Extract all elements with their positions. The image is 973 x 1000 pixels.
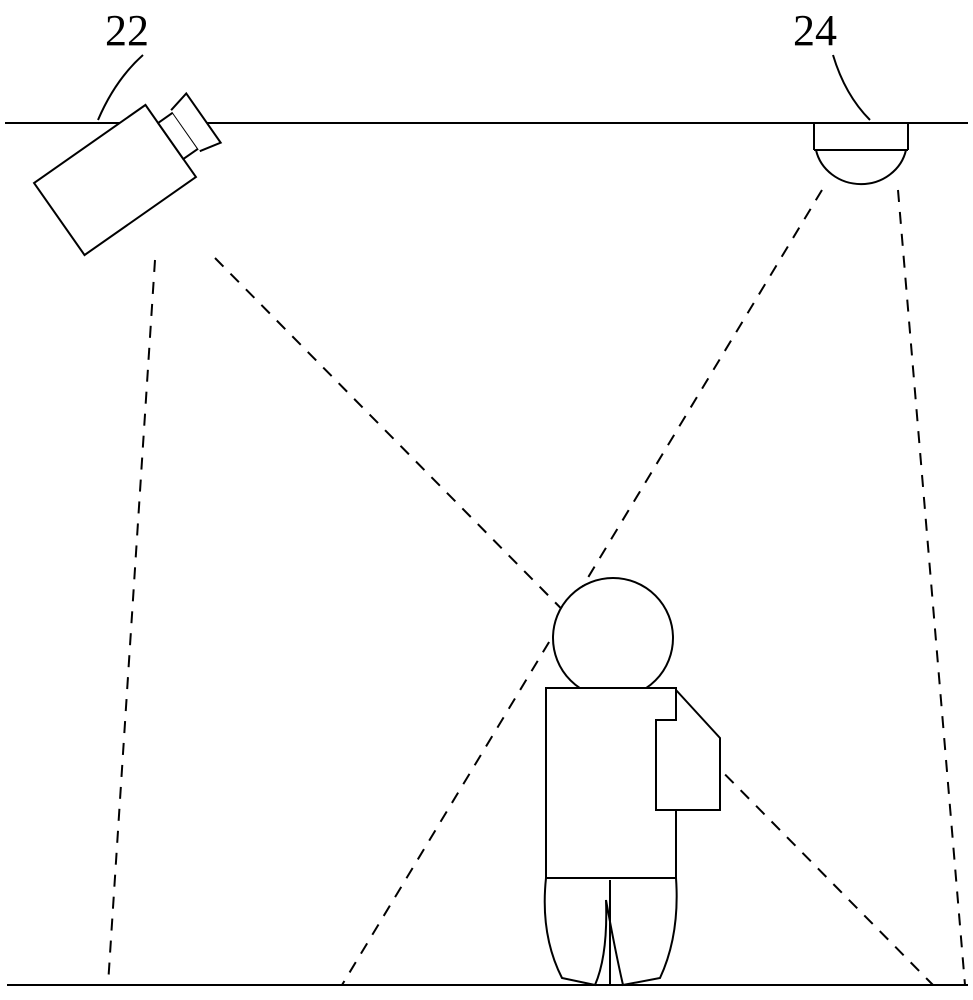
leader-line-24 <box>833 55 870 120</box>
label-22: 22 <box>105 5 149 56</box>
diagram-svg <box>0 0 973 1000</box>
sensor-fov-right <box>898 190 965 985</box>
camera-fov-left <box>108 260 155 985</box>
label-24: 24 <box>793 5 837 56</box>
camera-icon <box>34 82 229 255</box>
person-icon <box>545 578 720 985</box>
sensor-icon <box>814 123 908 184</box>
